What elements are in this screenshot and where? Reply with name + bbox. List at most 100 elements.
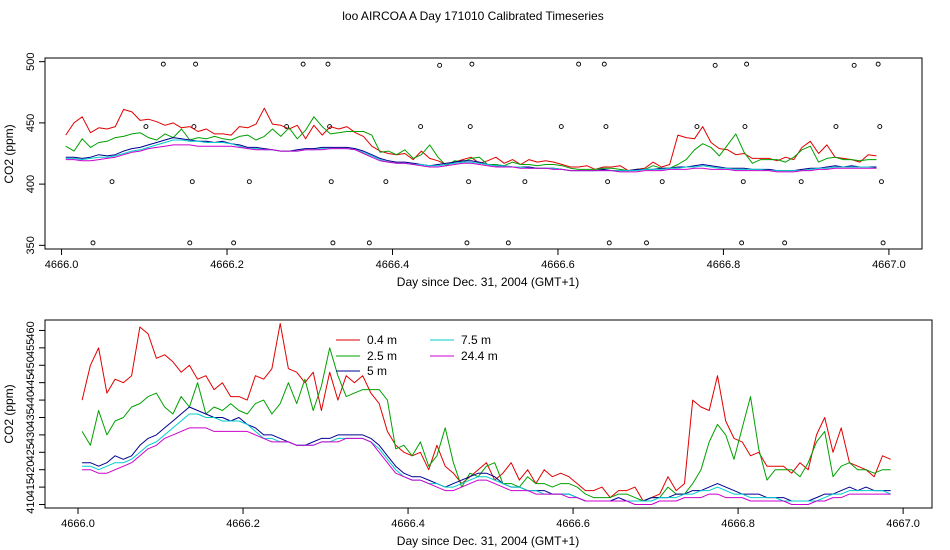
top-x-tick-label: 4667.0 [872, 259, 906, 271]
outlier-point [90, 240, 96, 246]
legend-label: 7.5 m [461, 333, 491, 347]
top-y-tick-label: 400 [25, 175, 37, 193]
bottom-y-tick-label: 445 [25, 373, 37, 391]
top-x-tick-label: 4666.0 [45, 259, 79, 271]
bottom-x-tick-label: 4666.8 [721, 518, 755, 530]
outlier-point [603, 124, 609, 130]
outlier-point [437, 62, 443, 68]
top-y-tick-label: 450 [25, 114, 37, 132]
top-y-axis: 350 400 450 500 [25, 52, 45, 255]
outlier-point [469, 61, 475, 67]
outlier-point [744, 61, 750, 67]
outlier-point [877, 124, 883, 130]
outlier-point [739, 240, 745, 246]
outlier-point [659, 179, 665, 185]
bottom-y-tick-label: 450 [25, 356, 37, 374]
legend-label: 0.4 m [367, 333, 397, 347]
top-series-line [65, 144, 877, 173]
bottom-panel: 4666.0 4666.2 4666.4 4666.6 4666.8 4667.0 410… [2, 319, 933, 548]
top-x-axis: 4666.0 4666.2 4666.4 4666.6 4666.8 4667.0 [45, 249, 906, 271]
bottom-series-line [81, 323, 891, 502]
outlier-point [366, 240, 372, 246]
top-x-tick-label: 4666.8 [707, 259, 741, 271]
outlier-point [418, 124, 424, 130]
outlier-point [189, 179, 195, 185]
bottom-y-tick-label: 435 [25, 408, 37, 426]
bottom-series [81, 323, 891, 505]
outlier-point [505, 240, 511, 246]
bottom-legend: 0.4 m 2.5 m5 m 7.5 m 24.4 m [336, 333, 498, 378]
bottom-series-line [81, 347, 891, 502]
outlier-point [160, 61, 166, 67]
legend-label: 24.4 m [461, 349, 498, 363]
outlier-point [464, 240, 470, 246]
outlier-point [383, 179, 389, 185]
bottom-plot-frame [44, 319, 933, 509]
top-series [65, 107, 877, 173]
outlier-point [605, 179, 611, 185]
outlier-point [798, 179, 804, 185]
bottom-y-tick-label: 425 [25, 443, 37, 461]
outlier-point [246, 179, 252, 185]
top-x-tick-label: 4666.4 [376, 259, 410, 271]
outlier-point [558, 124, 564, 130]
outlier-point [742, 124, 748, 130]
top-series-line [65, 107, 877, 172]
figure-title: loo AIRCOA A Day 171010 Calibrated Times… [342, 9, 603, 23]
legend-label: 5 m [367, 364, 387, 378]
outlier-point [601, 61, 607, 67]
outlier-point [187, 240, 193, 246]
outlier-point [644, 240, 649, 246]
outlier-point [325, 61, 331, 67]
outlier-point [833, 124, 839, 130]
outlier-point [109, 179, 115, 185]
bottom-x-tick-label: 4666.4 [391, 518, 425, 530]
outlier-point [328, 179, 334, 185]
outlier-point [606, 240, 612, 246]
top-x-tick-label: 4666.6 [541, 259, 575, 271]
top-panel: 4666.0 4666.2 4666.4 4666.6 4666.8 4667.0 350… [2, 52, 923, 289]
outlier-point [880, 240, 886, 246]
bottom-x-axis-label: Day since Dec. 31, 2004 (GMT+1) [397, 534, 579, 548]
outlier-point [740, 179, 746, 185]
outlier-point [879, 179, 884, 185]
bottom-x-tick-label: 4666.6 [556, 518, 590, 530]
outlier-point [712, 62, 718, 68]
top-series-line [65, 116, 877, 172]
bottom-series-line [82, 413, 891, 502]
top-x-tick-label: 4666.2 [210, 259, 244, 271]
outlier-point [330, 240, 336, 246]
bottom-series-line [82, 406, 891, 502]
outlier-point [466, 179, 472, 185]
top-y-tick-label: 350 [25, 236, 37, 254]
outlier-point [231, 240, 237, 246]
outlier-point [694, 124, 700, 130]
bottom-x-tick-label: 4667.0 [886, 518, 920, 530]
bottom-x-tick-label: 4666.2 [226, 518, 260, 530]
top-x-axis-label: Day since Dec. 31, 2004 (GMT+1) [397, 275, 579, 289]
outlier-point [300, 61, 306, 67]
bottom-y-tick-label: 440 [25, 391, 37, 409]
bottom-series-line [82, 427, 891, 505]
outlier-point [875, 61, 881, 67]
outlier-point [851, 62, 857, 68]
bottom-y-tick-label: 430 [25, 426, 37, 444]
top-y-axis-label: CO2 (ppm) [2, 124, 16, 183]
top-y-tick-label: 500 [25, 52, 37, 70]
bottom-y-tick-label: 460 [25, 321, 37, 339]
top-outliers [90, 61, 886, 246]
outlier-point [782, 240, 788, 246]
bottom-y-tick-label: 415 [25, 478, 37, 496]
outlier-point [143, 124, 149, 130]
bottom-x-tick-label: 4666.0 [61, 518, 95, 530]
bottom-y-tick-label: 455 [25, 339, 37, 357]
outlier-point [522, 179, 528, 185]
bottom-y-axis-label: CO2 (ppm) [2, 384, 16, 443]
bottom-y-tick-label: 420 [25, 461, 37, 479]
bottom-y-tick-label: 410 [25, 495, 37, 513]
top-plot-frame [44, 57, 923, 250]
top-series-line [65, 139, 877, 172]
outlier-point [576, 61, 582, 67]
